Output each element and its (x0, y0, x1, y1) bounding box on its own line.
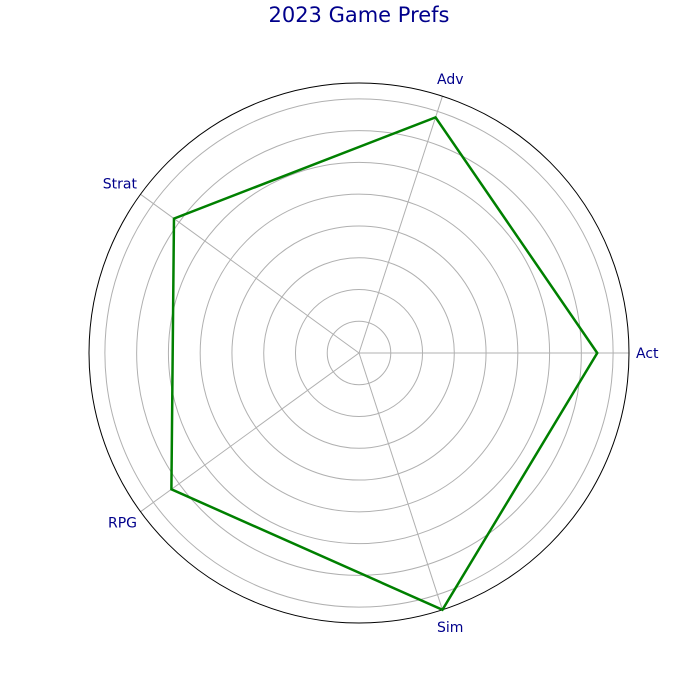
outer-frame (88, 82, 630, 624)
chart-title: 2023 Game Prefs (268, 3, 449, 27)
series-layer (170, 115, 599, 612)
spoke-sim (358, 352, 443, 610)
axis-label-adv: Adv (437, 72, 464, 88)
spoke-adv (358, 96, 443, 354)
grid (88, 82, 630, 624)
axis-labels: Act Adv Strat RPG Sim (103, 72, 659, 636)
spoke-rpg (140, 352, 360, 513)
axis-label-sim: Sim (437, 620, 463, 636)
axis-label-strat: Strat (103, 177, 138, 193)
axis-label-rpg: RPG (108, 515, 137, 531)
axis-label-act: Act (636, 346, 659, 362)
series-line-0 (170, 115, 599, 612)
spoke-strat (140, 193, 360, 354)
